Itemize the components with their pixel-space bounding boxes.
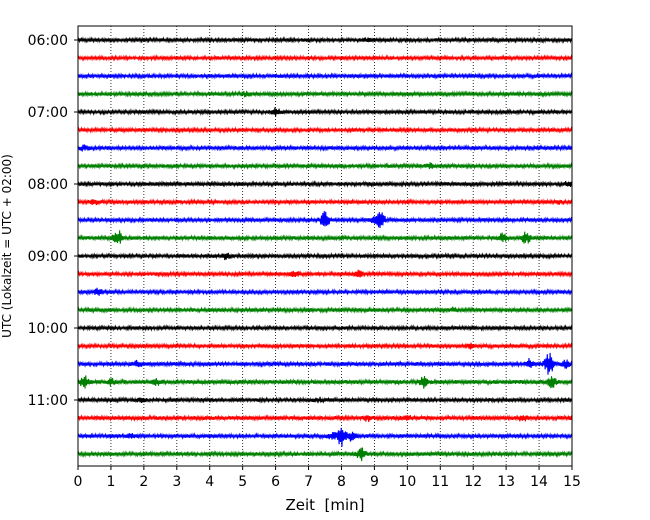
trace-line [77, 447, 573, 462]
trace-line [77, 396, 573, 404]
trace-line [77, 54, 573, 62]
trace-line [77, 144, 573, 152]
trace-line [77, 230, 573, 244]
trace-line [77, 211, 573, 229]
trace-line [77, 107, 573, 117]
x-tick-label: 7 [304, 474, 313, 490]
trace-line [77, 287, 573, 296]
trace-line [77, 180, 573, 188]
trace-line [77, 162, 573, 170]
x-tick-label: 9 [370, 474, 379, 490]
trace-line [77, 252, 573, 261]
trace-line [77, 306, 573, 314]
trace-line [77, 427, 573, 447]
trace-line [77, 342, 573, 350]
trace-line [77, 72, 573, 80]
trace-line [77, 90, 573, 98]
trace-line [77, 352, 573, 375]
trace-line [77, 36, 573, 44]
trace-line [77, 375, 573, 389]
y-axis-ticks: 06:00 07:00 08:00 09:00 10:00 11:00 [28, 33, 78, 409]
x-tick-label: 15 [563, 474, 581, 490]
trace-line [77, 324, 573, 332]
x-tick-label: 13 [497, 474, 515, 490]
x-tick-label: 2 [139, 474, 148, 490]
x-tick-label: 8 [337, 474, 346, 490]
x-tick-label: 1 [106, 474, 115, 490]
x-tick-label: 11 [431, 474, 449, 490]
x-axis-title: Zeit [min] [285, 496, 364, 514]
x-tick-label: 6 [271, 474, 280, 490]
y-tick-label: 09:00 [28, 249, 68, 265]
grid-lines [110, 26, 540, 466]
trace-line [77, 414, 573, 423]
x-tick-label: 14 [530, 474, 548, 490]
y-axis-title: UTC (Lokalzeit = UTC + 02:00) [0, 154, 14, 338]
trace-lines [77, 36, 573, 462]
y-tick-label: 08:00 [28, 177, 68, 193]
trace-line [77, 198, 573, 206]
y-tick-label: 06:00 [28, 33, 68, 49]
x-tick-label: 10 [398, 474, 416, 490]
plot-area-frame [77, 25, 573, 467]
x-tick-label: 12 [464, 474, 482, 490]
x-tick-label: 4 [205, 474, 214, 490]
y-tick-label: 10:00 [28, 321, 68, 337]
x-tick-label: 3 [172, 474, 181, 490]
x-axis-ticks: 0 1 2 3 4 5 6 7 8 9 10 11 12 13 14 15 [74, 466, 581, 490]
trace-line [77, 269, 573, 278]
x-tick-label: 0 [74, 474, 83, 490]
x-tick-label: 5 [238, 474, 247, 490]
trace-line [77, 126, 573, 134]
y-tick-label: 11:00 [28, 393, 68, 409]
y-tick-label: 07:00 [28, 105, 68, 121]
